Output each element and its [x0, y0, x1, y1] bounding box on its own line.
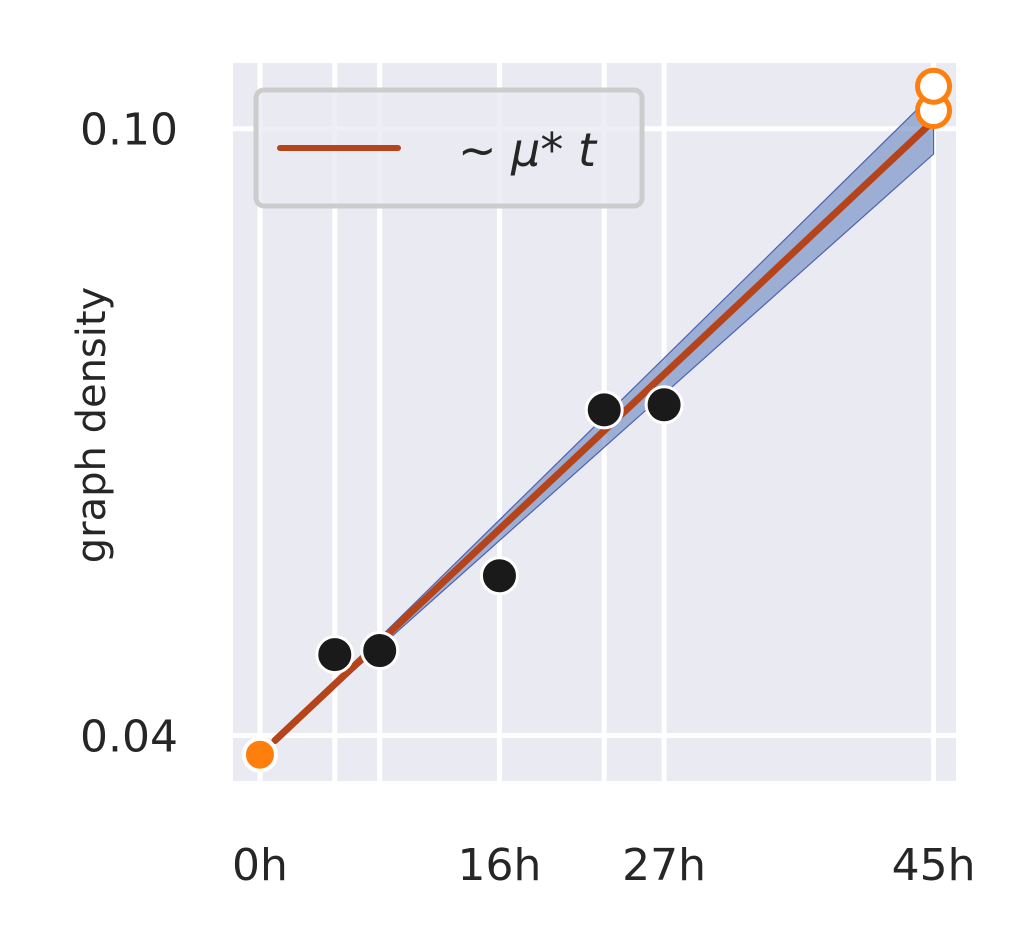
endpoint-open [915, 67, 953, 105]
data-point [644, 385, 684, 425]
data-point [584, 390, 624, 430]
endpoint-filled [241, 736, 278, 773]
y-tick-labels: 0.04 0.10 [80, 105, 178, 763]
legend-entry-label: ~ μ* t [458, 123, 598, 177]
x-tick-label: 27h [622, 840, 706, 891]
data-point [360, 631, 400, 671]
y-tick-label: 0.04 [80, 711, 178, 762]
data-point [315, 635, 355, 675]
x-tick-labels: 0h 16h 27h 45h [232, 840, 975, 891]
points-layer [241, 67, 953, 773]
y-tick-label: 0.10 [80, 105, 178, 156]
legend-box [253, 87, 645, 209]
x-tick-label: 16h [458, 840, 542, 891]
legend: ~ μ* t [253, 87, 645, 209]
data-point [479, 556, 519, 596]
y-axis-label: graph density [69, 287, 115, 563]
x-tick-label: 0h [232, 840, 288, 891]
x-tick-label: 45h [892, 840, 976, 891]
